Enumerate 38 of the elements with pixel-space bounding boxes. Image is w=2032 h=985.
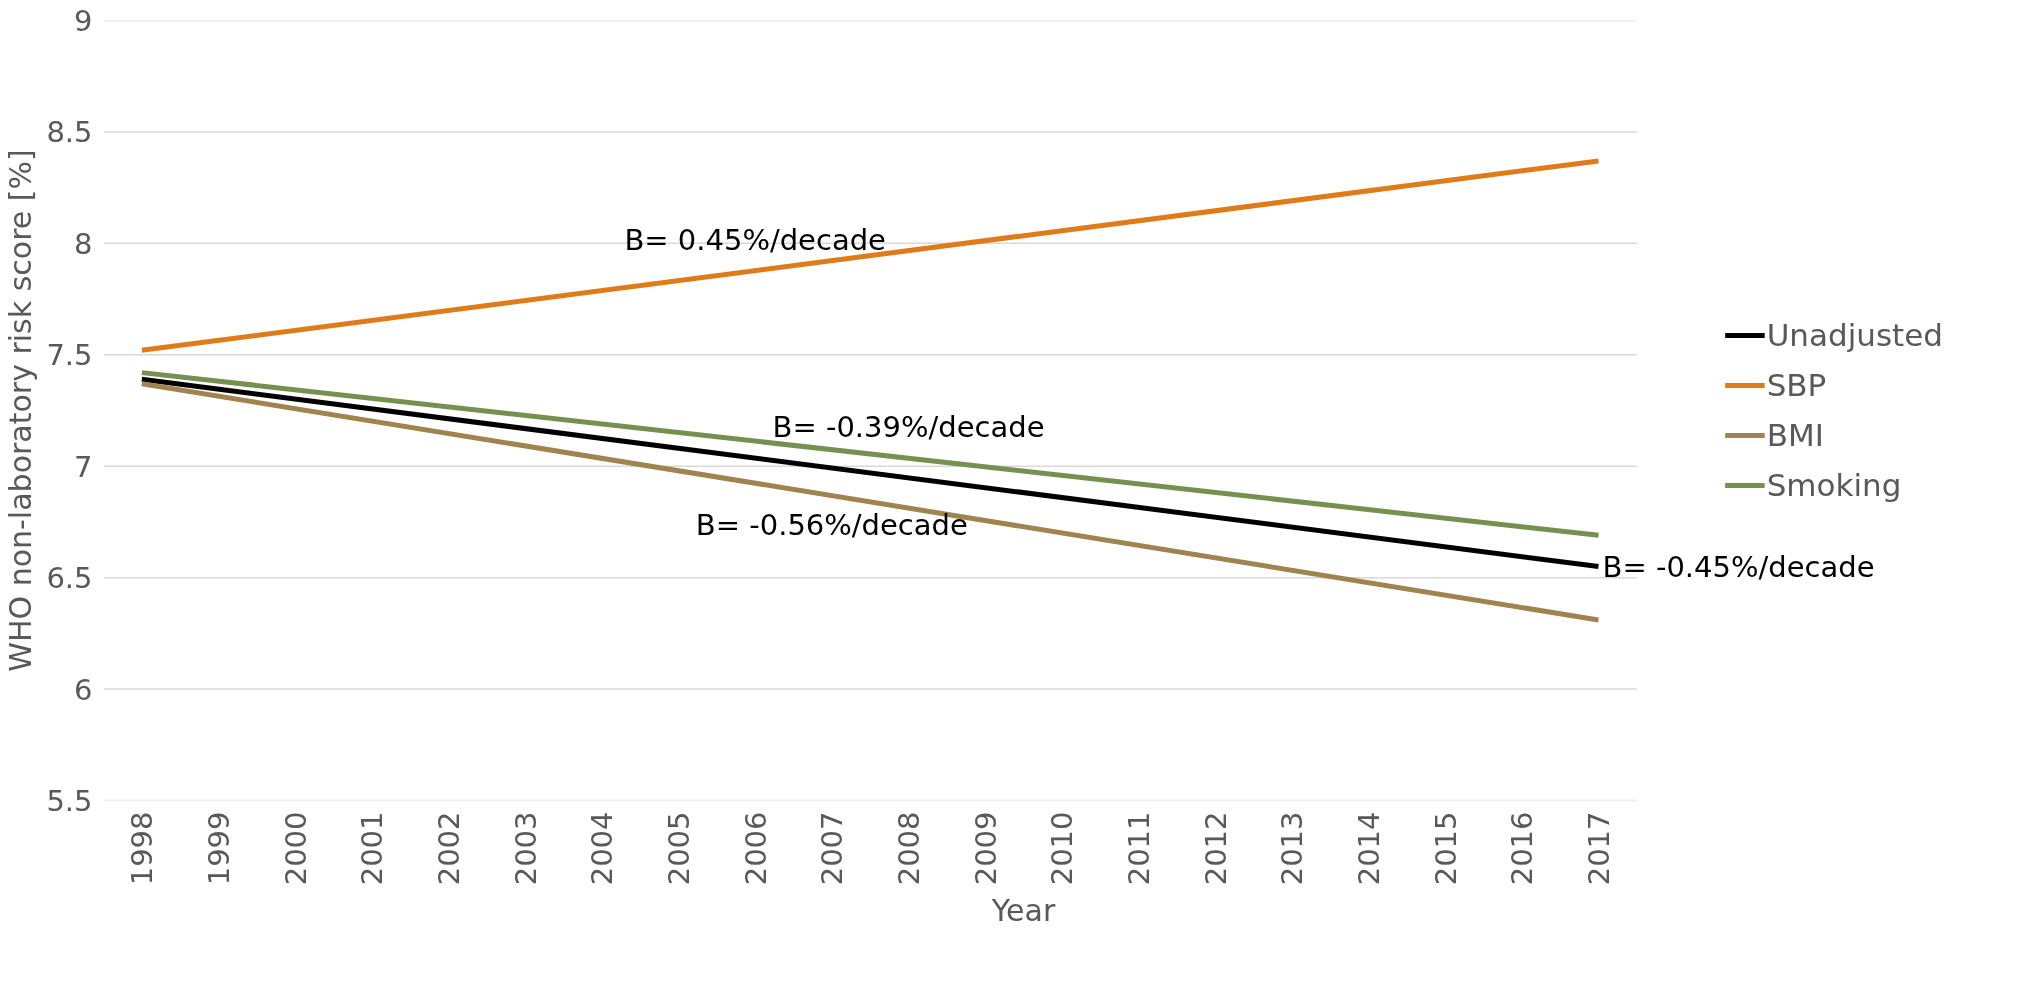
legend-label: Smoking [1766,467,1902,503]
x-tick-label: 2009 [968,811,1003,886]
x-tick-label: 2013 [1275,811,1310,886]
y-tick-label: 6.5 [46,561,93,596]
x-tick-label: 1999 [202,811,236,886]
y-tick-label: 7.5 [46,338,93,373]
x-tick-label: 2003 [508,811,543,886]
annotation: B= -0.39%/decade [772,410,1045,445]
x-axis-title: Year [990,893,1056,929]
x-tick-label: 2016 [1505,811,1540,886]
x-tick-label: 2000 [278,811,313,886]
x-tick-label: 2001 [355,811,390,886]
x-tick-label: 2017 [1582,811,1616,886]
legend-label: BMI [1766,417,1824,453]
y-tick-label: 5.5 [46,784,93,818]
y-tick-label: 9 [74,4,93,38]
legend-label: Unadjusted [1766,317,1943,353]
x-tick-label: 2014 [1352,811,1386,886]
x-tick-label: 2004 [585,811,620,886]
x-tick-label: 2010 [1045,811,1080,886]
y-tick-label: 8 [74,226,93,261]
x-tick-label: 2005 [662,811,696,886]
annotation: B= 0.45%/decade [624,222,886,257]
x-tick-label: 2007 [815,811,850,886]
legend-label: SBP [1766,367,1827,403]
annotation: B= -0.56%/decade [695,507,968,542]
y-axis-title: WHO non-laboratory risk score [%] [3,149,39,672]
y-tick-label: 6 [74,672,93,707]
x-tick-label: 2012 [1198,811,1233,886]
annotation: B= -0.45%/decade [1602,549,1875,584]
y-tick-label: 7 [74,449,93,484]
y-tick-label: 8.5 [46,115,93,150]
x-tick-label: 2015 [1428,811,1463,886]
x-tick-label: 2002 [432,811,466,886]
x-tick-label: 2006 [738,811,773,886]
x-tick-label: 1998 [125,811,160,886]
x-tick-label: 2008 [892,811,926,886]
x-tick-label: 2011 [1122,811,1156,886]
